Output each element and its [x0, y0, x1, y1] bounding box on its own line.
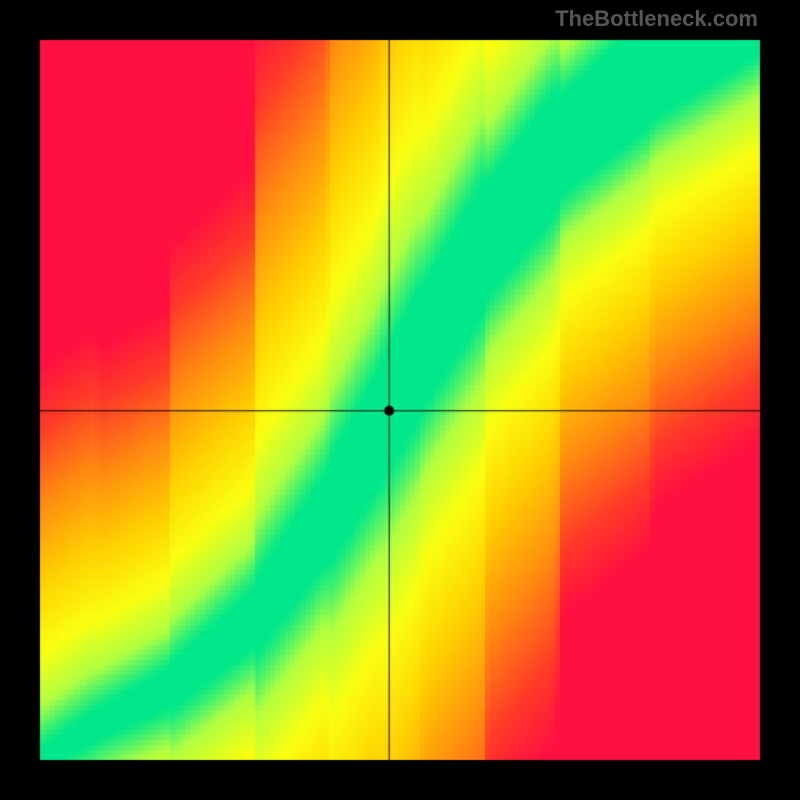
chart-container: TheBottleneck.com — [0, 0, 800, 800]
heatmap-canvas — [0, 0, 800, 800]
watermark-text: TheBottleneck.com — [555, 6, 758, 32]
